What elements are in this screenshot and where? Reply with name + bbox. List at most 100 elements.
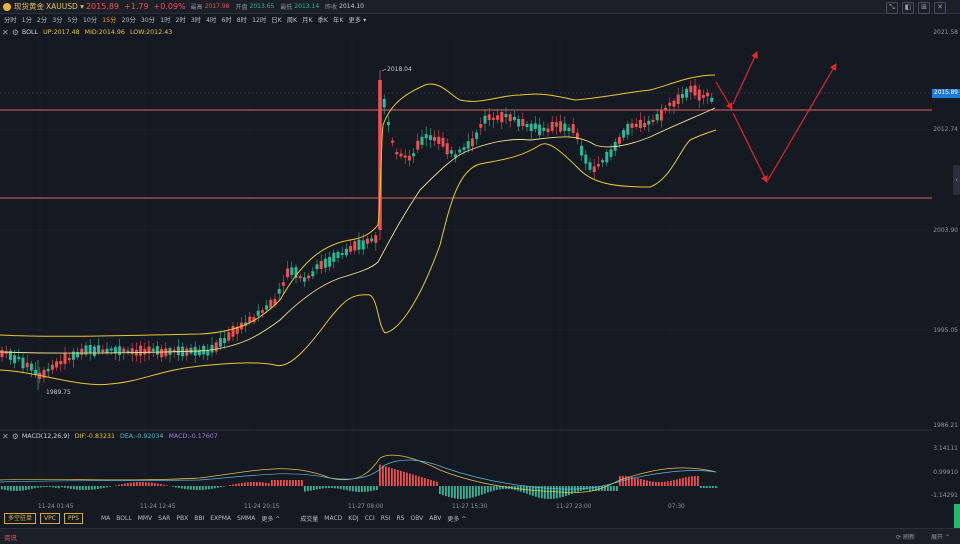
timeframe-item[interactable]: 30分	[141, 15, 155, 24]
timeframe-item[interactable]: 4时	[206, 15, 216, 24]
refresh-button[interactable]: ⟳ 刷新	[896, 532, 915, 541]
macd-bar	[343, 486, 345, 490]
macd-bar	[691, 476, 693, 486]
candle	[190, 348, 193, 354]
boll-mid: MID:2014.96	[85, 29, 125, 36]
timeframe-item[interactable]: 5分	[68, 15, 78, 24]
timeframe-item[interactable]: 季K	[318, 15, 328, 24]
timeframe-item[interactable]: 1时	[160, 15, 170, 24]
expand-button[interactable]: 展开 ⌃	[931, 532, 950, 541]
indicator-smma[interactable]: SMMA	[237, 515, 255, 522]
timeframe-item[interactable]: 8时	[237, 15, 247, 24]
macd-bar	[289, 480, 291, 486]
timeframe-item[interactable]: 2时	[175, 15, 185, 24]
macd-bar	[466, 486, 468, 499]
indicator-expma[interactable]: EXPMA	[210, 515, 231, 522]
candle	[534, 123, 537, 129]
timeframe-item[interactable]: 20分	[121, 15, 135, 24]
candle	[299, 276, 302, 278]
timeframe-item[interactable]: 3分	[52, 15, 62, 24]
macd-bar	[370, 486, 372, 491]
candle	[639, 120, 642, 128]
open-label: 开盘	[236, 2, 248, 11]
candle	[22, 358, 25, 369]
macd-bar	[181, 486, 183, 489]
sub-indicator-more[interactable]: 更多 ^	[447, 514, 466, 523]
split-view-icon[interactable]: ◧	[902, 2, 914, 14]
close-indicator-icon[interactable]: ✕	[2, 432, 9, 441]
macd-bar	[94, 486, 96, 489]
timeframe-item[interactable]: 12时	[252, 15, 266, 24]
tab-long-short[interactable]: 多空驻单	[4, 513, 36, 524]
candle	[681, 94, 684, 98]
candle	[467, 141, 470, 148]
indicator-pbx[interactable]: PBX	[176, 515, 188, 522]
macd-bar	[76, 486, 78, 490]
timeframe-item[interactable]: 月K	[302, 15, 312, 24]
timeframe-item[interactable]: 1分	[22, 15, 32, 24]
macd-bar	[349, 486, 351, 491]
candle	[206, 350, 209, 355]
settings-icon[interactable]: ⚙	[12, 28, 19, 37]
candle	[101, 350, 104, 352]
indicator-abv[interactable]: ABV	[429, 515, 441, 522]
macd-bar	[418, 476, 420, 486]
timeframe-item[interactable]: 日K	[271, 15, 281, 24]
symbol-selector[interactable]: XAUUSD ▾	[46, 2, 84, 11]
popout-icon[interactable]: ⤡	[886, 2, 898, 14]
macd-bar	[658, 482, 660, 486]
candle	[412, 153, 415, 156]
indicator-volume[interactable]: 成交量	[300, 514, 318, 523]
tab-vpc[interactable]: VPC	[40, 513, 60, 524]
macd-bar	[196, 486, 198, 490]
macd-bar	[394, 469, 396, 486]
macd-bar	[268, 483, 270, 486]
macd-bar	[28, 486, 30, 489]
candle	[13, 355, 16, 363]
timeframe-item[interactable]: 2分	[37, 15, 47, 24]
macd-bar	[673, 480, 675, 486]
macd-bar	[454, 486, 456, 498]
news-label[interactable]: 资讯	[4, 532, 17, 542]
high-value: 2017.98	[205, 3, 230, 10]
indicator-rs[interactable]: RS	[397, 515, 405, 522]
grid-layout-icon[interactable]: ⊞	[918, 2, 930, 14]
price-axis-label: 2021.58	[933, 29, 958, 36]
candle	[551, 122, 554, 131]
macd-bar	[367, 486, 369, 492]
indicator-boll[interactable]: BOLL	[116, 515, 131, 522]
settings-icon[interactable]: ⚙	[12, 432, 19, 441]
indicator-kdj[interactable]: KDJ	[348, 515, 358, 522]
main-indicator-more[interactable]: 更多 ^	[261, 514, 280, 523]
indicator-cci[interactable]: CCI	[365, 515, 375, 522]
timeframe-item[interactable]: 10分	[83, 15, 97, 24]
macd-bar	[325, 486, 327, 488]
indicator-sar[interactable]: SAR	[158, 515, 170, 522]
close-indicator-icon[interactable]: ✕	[2, 28, 9, 37]
candle	[160, 349, 163, 357]
timeframe-item[interactable]: 3时	[191, 15, 201, 24]
tab-pps[interactable]: PPS	[64, 513, 83, 524]
candle	[223, 338, 226, 343]
indicator-mmv[interactable]: MMV	[138, 515, 152, 522]
timeframe-item-active[interactable]: 15分	[102, 15, 116, 24]
symbol-name[interactable]: 现货黄金	[14, 1, 44, 12]
indicator-ma[interactable]: MA	[101, 515, 110, 522]
candle	[572, 124, 575, 133]
boll-upper-band	[0, 75, 715, 336]
timeframe-item[interactable]: 周K	[287, 15, 297, 24]
timeframe-item[interactable]: 年K	[333, 15, 343, 24]
timeframe-item[interactable]: 分时	[4, 15, 17, 24]
indicator-bbi[interactable]: BBI	[194, 515, 204, 522]
side-panel-handle[interactable]: ‹	[953, 165, 960, 195]
indicator-rsi[interactable]: RSI	[381, 515, 391, 522]
candle	[526, 124, 529, 127]
timeframe-more[interactable]: 更多 ▾	[348, 15, 366, 24]
close-icon[interactable]: ✕	[934, 2, 946, 14]
timeframe-item[interactable]: 6时	[221, 15, 231, 24]
indicator-obv[interactable]: OBV	[411, 515, 424, 522]
macd-histogram	[1, 465, 717, 499]
candle	[488, 114, 491, 120]
indicator-macd[interactable]: MACD	[324, 515, 342, 522]
candle	[538, 124, 541, 135]
